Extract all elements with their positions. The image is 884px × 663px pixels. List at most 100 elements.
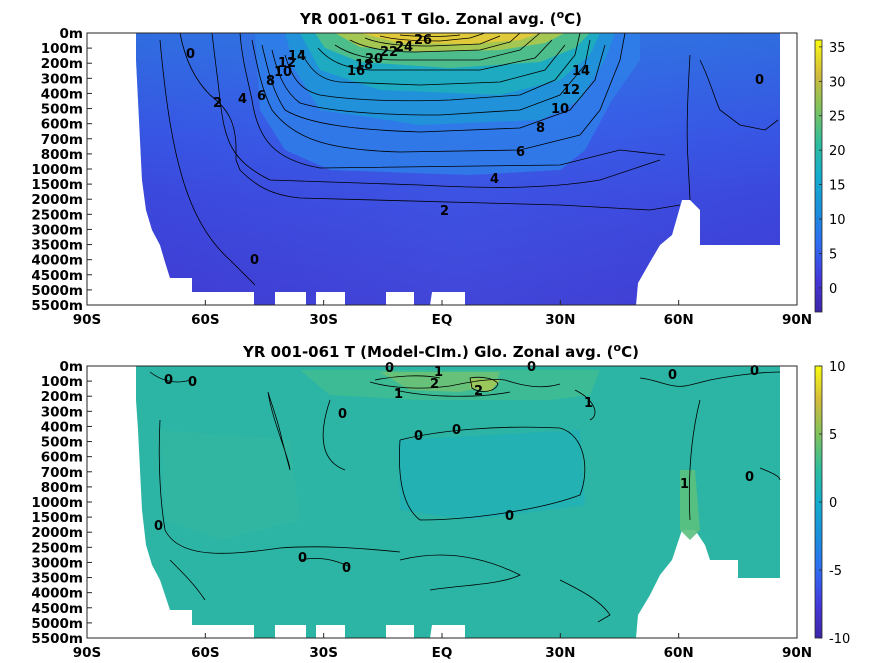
bottom-clabel: 0 xyxy=(745,470,754,485)
y-tick-label: 100m xyxy=(41,374,83,390)
colorbar-tick-label: -5 xyxy=(829,564,842,579)
bottom-clabel: 0 xyxy=(164,373,173,388)
y-tick-label: 700m xyxy=(41,465,83,481)
y-tick-label: 1500m xyxy=(31,177,83,193)
colorbar-tick-label: 0 xyxy=(829,282,837,297)
y-tick-label: 3500m xyxy=(31,238,83,254)
top-colorbar-ticks: 0 5 10 15 20 25 30 35 xyxy=(819,41,846,297)
colorbar-tick-label: 35 xyxy=(829,41,846,56)
y-tick-label: 700m xyxy=(41,132,83,148)
top-colorbar xyxy=(815,40,822,312)
y-tick-label: 4500m xyxy=(31,601,83,617)
top-clabel: 10 xyxy=(551,102,569,117)
colorbar-tick-label: 0 xyxy=(829,496,837,511)
colorbar-tick-label: 20 xyxy=(829,144,846,159)
colorbar-tick-label: 5 xyxy=(829,428,837,443)
y-tick-label: 500m xyxy=(41,102,83,118)
top-clabel: 6 xyxy=(516,145,525,160)
top-clabel: 18 xyxy=(355,58,373,73)
y-tick-label: 0m xyxy=(60,359,83,375)
bottom-panel: YR 001-061 T (Model-Clm.) Glo. Zonal avg… xyxy=(31,341,850,661)
x-tick-label: 30N xyxy=(545,645,575,661)
x-tick-label: 90S xyxy=(73,645,102,661)
top-clabel: 16 xyxy=(347,64,365,79)
y-tick-label: 5500m xyxy=(31,631,83,647)
y-tick-label: 600m xyxy=(41,117,83,133)
y-tick-label: 300m xyxy=(41,404,83,420)
bottom-clabel: 0 xyxy=(452,423,461,438)
x-tick-label: 90N xyxy=(782,312,812,328)
y-tick-label: 5000m xyxy=(31,283,83,299)
colorbar-tick-label: -10 xyxy=(829,632,850,647)
y-tick-label: 500m xyxy=(41,435,83,451)
y-tick-label: 1000m xyxy=(31,162,83,178)
x-tick-label: 90S xyxy=(73,312,102,328)
top-colorbar-frame xyxy=(814,39,823,313)
y-tick-label: 100m xyxy=(41,41,83,57)
y-tick-label: 2500m xyxy=(31,540,83,556)
top-clabel: 8 xyxy=(266,74,275,89)
x-tick-label: 30S xyxy=(309,645,338,661)
x-tick-label: 60N xyxy=(664,645,694,661)
bottom-axis-ticks: 90S 60S 30S EQ 30N 60N 90N 0m100m200m300m400m50… xyxy=(31,359,812,661)
bottom-clabel: 0 xyxy=(668,368,677,383)
y-tick-label: 4000m xyxy=(31,586,83,602)
bottom-clabel: 0 xyxy=(154,519,163,534)
y-tick-label: 0m xyxy=(60,26,83,42)
y-tick-label: 200m xyxy=(41,389,83,405)
colorbar-tick-label: 10 xyxy=(829,213,846,228)
x-tick-label: EQ xyxy=(432,645,453,661)
top-panel: YR 001-061 T Glo. Zonal avg. (oC) xyxy=(31,8,845,328)
colorbar-tick-label: 5 xyxy=(829,247,837,262)
bottom-contour-labels: 0 0 1 2 0 1 1 2 0 0 0 1 0 0 0 0 0 0 0 0 xyxy=(154,360,759,576)
bottom-clabel: 1 xyxy=(680,477,689,492)
x-tick-label: 60S xyxy=(191,645,220,661)
bottom-clabel: 1 xyxy=(394,387,403,402)
top-contour-labels: 0 2 4 6 8 10 12 14 16 18 20 22 24 26 0 2… xyxy=(186,33,764,268)
top-clabel: 12 xyxy=(278,56,296,71)
top-contours xyxy=(159,32,779,286)
bottom-clabel: 0 xyxy=(505,509,514,524)
y-tick-label: 5500m xyxy=(31,298,83,314)
y-tick-label: 300m xyxy=(41,71,83,87)
colorbar-tick-label: 10 xyxy=(829,360,846,375)
y-tick-label: 2500m xyxy=(31,207,83,223)
top-clabel: 0 xyxy=(755,73,764,88)
bottom-title: YR 001-061 T (Model-Clm.) Glo. Zonal avg… xyxy=(242,341,639,361)
y-tick-label: 3500m xyxy=(31,571,83,587)
colorbar-tick-label: 15 xyxy=(829,179,846,194)
colorbar-tick-label: 25 xyxy=(829,110,846,125)
x-tick-label: 30S xyxy=(309,312,338,328)
top-clabel: 22 xyxy=(380,45,398,60)
y-tick-label: 800m xyxy=(41,480,83,496)
y-tick-label: 600m xyxy=(41,450,83,466)
bottom-clabel: 0 xyxy=(527,360,536,375)
bottom-clabel: 2 xyxy=(474,384,483,399)
top-clabel: 0 xyxy=(250,253,259,268)
top-clabel: 2 xyxy=(440,204,449,219)
y-tick-label: 400m xyxy=(41,419,83,435)
top-clabel: 2 xyxy=(213,96,222,111)
top-clabel: 0 xyxy=(186,47,195,62)
top-clabel: 24 xyxy=(395,40,413,55)
bottom-clabel: 0 xyxy=(414,429,423,444)
top-axis-ticks: 90S 60S 30S EQ 30N 60N 90N0m100m200m300m400m50… xyxy=(31,26,812,328)
bottom-clabel: 0 xyxy=(338,407,347,422)
bottom-colorbar xyxy=(815,366,822,638)
top-clabel: 20 xyxy=(365,52,383,67)
bottom-clabel: 0 xyxy=(188,375,197,390)
y-tick-label: 400m xyxy=(41,86,83,102)
colorbar-tick-label: 30 xyxy=(829,75,846,90)
bottom-clabel: 1 xyxy=(584,396,593,411)
top-clabel: 12 xyxy=(562,83,580,98)
x-tick-label: 30N xyxy=(545,312,575,328)
bottom-clabel: 1 xyxy=(434,365,443,380)
x-tick-label: 60N xyxy=(664,312,694,328)
x-tick-label: EQ xyxy=(432,312,453,328)
x-tick-label: 90N xyxy=(782,645,812,661)
bottom-clabel: 2 xyxy=(430,377,439,392)
bottom-colorbar-ticks: -10 -5 0 5 10 xyxy=(819,360,850,647)
top-title: YR 001-061 T Glo. Zonal avg. (oC) xyxy=(299,8,582,28)
y-tick-label: 2000m xyxy=(31,192,83,208)
